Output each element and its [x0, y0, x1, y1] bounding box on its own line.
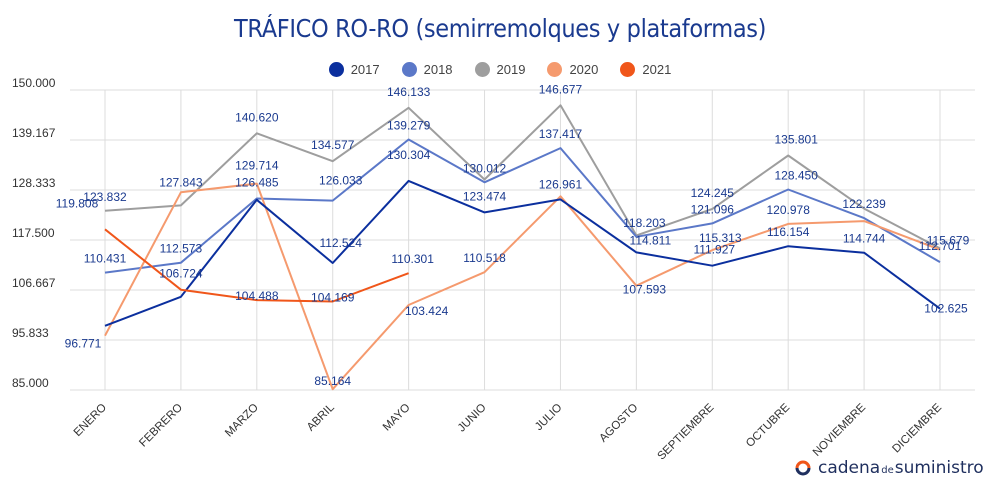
- y-tick-label: 117.500: [12, 226, 55, 240]
- series-line-2018: [104, 138, 941, 274]
- legend-item-2018: 2018: [401, 62, 453, 77]
- series-line-2020: [104, 182, 941, 391]
- data-label: 104.488: [235, 289, 279, 303]
- legend-label: 2020: [569, 62, 599, 77]
- data-label: 130.304: [387, 148, 431, 162]
- data-label: 135.801: [774, 133, 818, 147]
- data-label: 114.811: [630, 233, 672, 247]
- legend-item-2019: 2019: [474, 62, 526, 77]
- data-label: 115.313: [699, 231, 742, 245]
- y-tick-label: 95.833: [12, 326, 49, 340]
- logo-text: cadenadesuministro: [818, 458, 984, 478]
- data-label: 122.239: [842, 197, 886, 211]
- legend-item-2017: 2017: [328, 62, 380, 77]
- x-tick-label: DICIEMBRE: [890, 401, 944, 455]
- data-label: 126.485: [235, 176, 279, 190]
- data-label: 120.978: [766, 203, 810, 217]
- x-tick-label: JUNIO: [456, 402, 489, 435]
- data-label: 139.279: [387, 118, 431, 132]
- data-label: 110.518: [463, 251, 506, 265]
- y-tick-label: 85.000: [12, 376, 49, 390]
- brand-logo: cadenadesuministro: [794, 458, 984, 478]
- data-label: 115.679: [927, 233, 970, 247]
- data-label: 107.593: [623, 283, 667, 297]
- x-tick-label: ABRIL: [305, 401, 337, 433]
- legend-label: 2018: [423, 62, 453, 77]
- data-label: 134.577: [311, 138, 355, 152]
- data-label: 118.203: [623, 216, 666, 230]
- data-label: 110.431: [84, 252, 127, 266]
- series-line-2017: [104, 179, 941, 327]
- data-label: 112.524: [319, 236, 362, 250]
- data-label: 123.474: [463, 189, 507, 203]
- data-label: 126.033: [319, 174, 363, 188]
- data-label: 119.808: [56, 196, 99, 210]
- legend-label: 2019: [496, 62, 526, 77]
- x-tick-label: NOVIEMBRE: [811, 401, 869, 459]
- legend-dot-icon: [474, 62, 490, 77]
- legend-dot-icon: [401, 62, 417, 77]
- data-label: 146.133: [387, 85, 431, 99]
- data-label: 110.301: [391, 252, 434, 266]
- data-label: 85.164: [314, 374, 351, 388]
- data-label: 112.573: [160, 242, 203, 256]
- data-label: 96.771: [65, 337, 102, 351]
- legend-dot-icon: [328, 62, 344, 77]
- y-tick-label: 150.000: [12, 76, 56, 90]
- data-label: 146.677: [539, 82, 583, 96]
- series-line-2019: [104, 104, 941, 250]
- data-label: 137.417: [539, 127, 583, 141]
- x-tick-label: ENERO: [72, 402, 109, 439]
- data-label: 129.714: [235, 159, 279, 173]
- legend-label: 2017: [350, 62, 380, 77]
- y-tick-label: 139.167: [12, 126, 56, 140]
- chart-title: TRÁFICO RO-RO (semirremolques y platafor…: [233, 14, 767, 43]
- legend-dot-icon: [547, 62, 563, 77]
- x-tick-label: AGOSTO: [597, 402, 640, 445]
- legend-item-2021: 2021: [620, 62, 671, 77]
- data-label: 121.096: [691, 202, 735, 216]
- x-tick-label: FEBRERO: [137, 402, 185, 450]
- data-label: 123.832: [83, 190, 127, 204]
- x-tick-label: SEPTIEMBRE: [655, 401, 716, 462]
- series-line-2021: [104, 228, 409, 303]
- legend-item-2020: 2020: [547, 62, 598, 77]
- legend-dot-icon: [620, 62, 636, 77]
- data-label: 140.620: [235, 110, 279, 124]
- data-label: 127.843: [159, 175, 203, 189]
- data-label: 126.961: [539, 177, 583, 191]
- x-tick-label: OCTUBRE: [744, 401, 792, 449]
- data-label: 111.927: [693, 243, 735, 257]
- data-label: 106.724: [159, 267, 203, 281]
- data-label: 124.245: [691, 186, 735, 200]
- legend: 2017 2018 2019 2020 2021: [0, 62, 1000, 77]
- data-label: 112.701: [919, 239, 962, 253]
- data-label: 116.154: [767, 225, 810, 239]
- y-tick-label: 106.667: [12, 276, 56, 290]
- legend-label: 2021: [642, 62, 672, 77]
- data-label: 114.744: [843, 232, 886, 246]
- data-label: 104.169: [311, 291, 355, 305]
- x-tick-label: JULIO: [533, 402, 565, 434]
- data-label: 103.424: [405, 304, 449, 318]
- y-tick-label: 128.333: [12, 176, 56, 190]
- x-tick-label: MAYO: [381, 402, 413, 434]
- data-label: 102.625: [924, 302, 968, 316]
- logo-mark-icon: [795, 460, 811, 476]
- data-label: 128.450: [774, 168, 818, 182]
- data-label: 130.012: [463, 161, 507, 175]
- x-tick-label: MARZO: [223, 402, 261, 440]
